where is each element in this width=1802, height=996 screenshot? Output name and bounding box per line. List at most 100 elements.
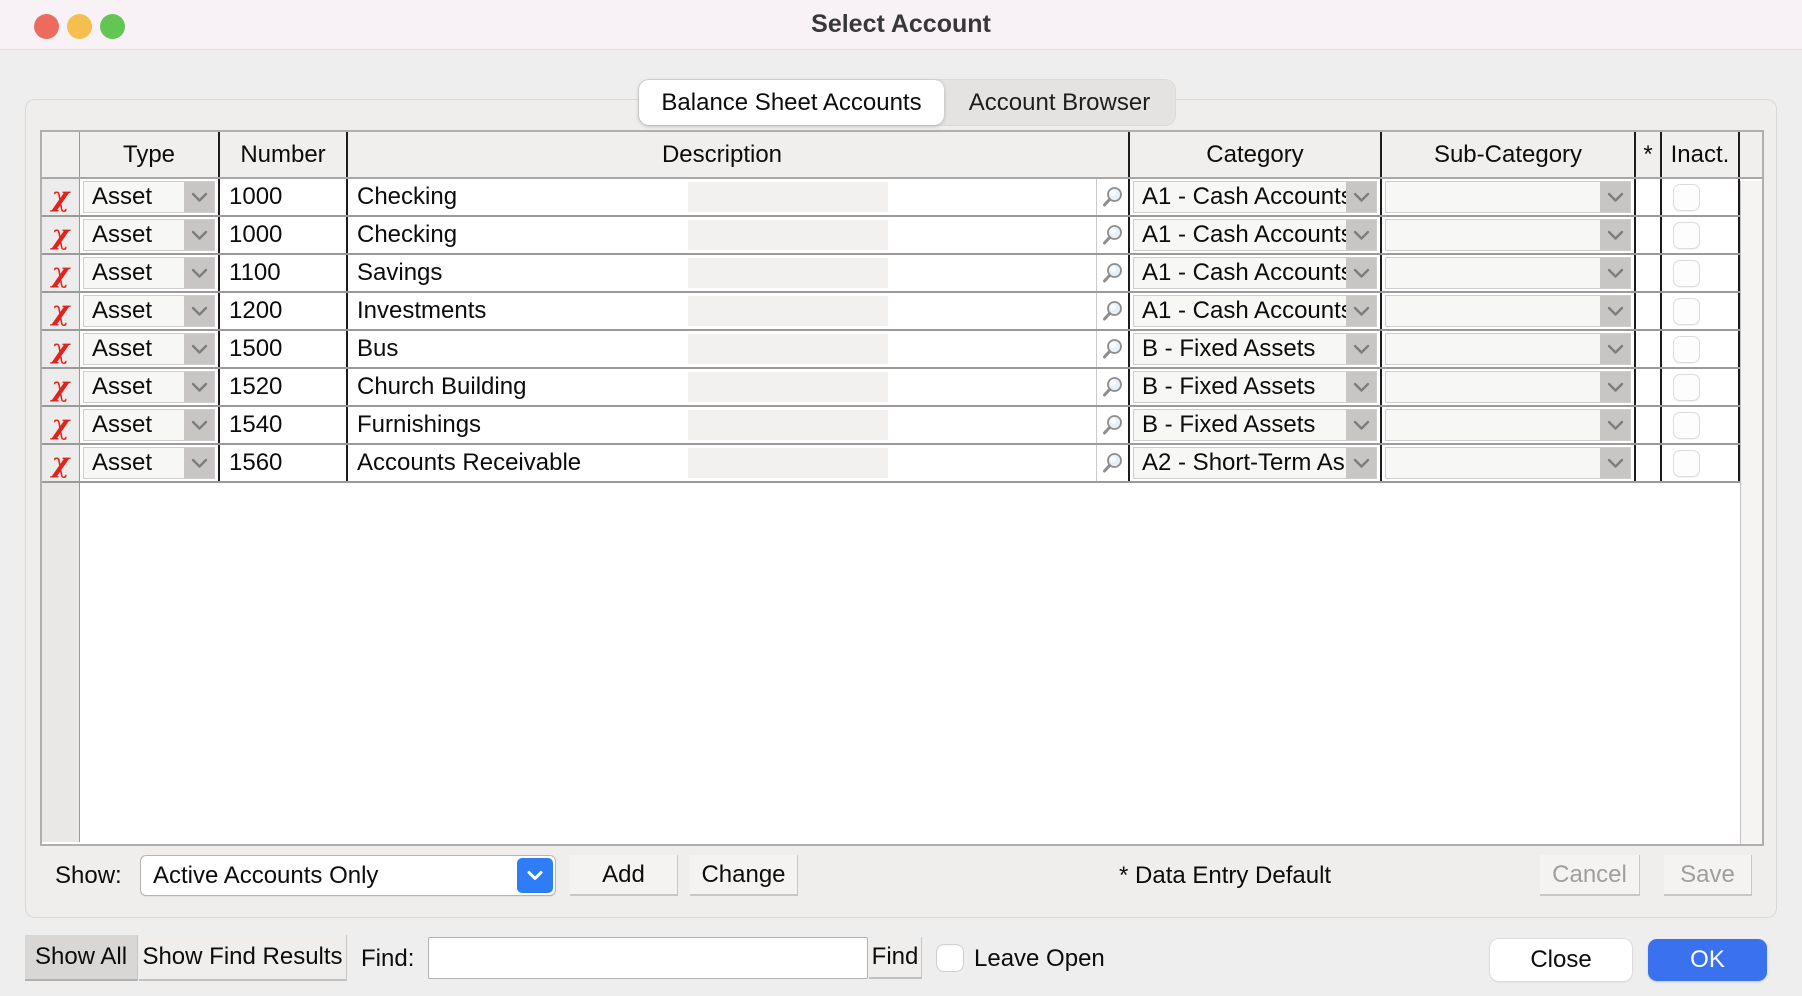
search-icon (1102, 415, 1122, 435)
number-input[interactable]: 1540 (220, 407, 348, 443)
type-dropdown[interactable]: Asset (83, 447, 215, 479)
description-input[interactable]: Church Building (348, 369, 1096, 405)
header-sub-category: Sub-Category (1382, 132, 1636, 177)
find-input[interactable] (428, 937, 868, 979)
category-dropdown[interactable]: A2 - Short-Term As (1133, 447, 1377, 479)
description-subfield (688, 372, 888, 402)
header-type: Type (80, 132, 220, 177)
description-subfield (688, 334, 888, 364)
search-icon (1102, 453, 1122, 473)
category-dropdown[interactable]: B - Fixed Assets (1133, 371, 1377, 403)
inactive-checkbox[interactable] (1673, 373, 1700, 401)
close-button[interactable]: Close (1490, 939, 1632, 981)
close-window-button[interactable] (34, 14, 59, 39)
delete-row-button[interactable]: χ (42, 179, 80, 215)
number-input[interactable]: 1000 (220, 217, 348, 253)
inactive-checkbox[interactable] (1673, 297, 1700, 325)
show-all-button[interactable]: Show All (25, 935, 138, 981)
category-cell: B - Fixed Assets (1130, 369, 1382, 405)
sub-category-dropdown[interactable] (1385, 447, 1631, 479)
type-dropdown[interactable]: Asset (83, 333, 215, 365)
inactive-checkbox[interactable] (1673, 411, 1700, 439)
search-icon (1102, 187, 1122, 207)
type-dropdown[interactable]: Asset (83, 371, 215, 403)
number-input[interactable]: 1560 (220, 445, 348, 481)
chevron-down-icon (1600, 258, 1630, 288)
delete-row-button[interactable]: χ (42, 369, 80, 405)
search-account-button[interactable] (1096, 407, 1130, 443)
sub-category-dropdown[interactable] (1385, 371, 1631, 403)
inactive-checkbox[interactable] (1673, 335, 1700, 363)
category-dropdown[interactable]: A1 - Cash Accounts (1133, 257, 1377, 289)
category-dropdown[interactable]: B - Fixed Assets (1133, 409, 1377, 441)
search-account-button[interactable] (1096, 293, 1130, 329)
sub-category-dropdown[interactable] (1385, 257, 1631, 289)
number-input[interactable]: 1200 (220, 293, 348, 329)
search-account-button[interactable] (1096, 255, 1130, 291)
chevron-down-icon (1346, 410, 1376, 440)
type-dropdown[interactable]: Asset (83, 181, 215, 213)
sub-category-dropdown[interactable] (1385, 333, 1631, 365)
show-find-results-button[interactable]: Show Find Results (139, 935, 347, 981)
category-dropdown[interactable]: A1 - Cash Accounts (1133, 181, 1377, 213)
delete-row-button[interactable]: χ (42, 217, 80, 253)
delete-row-button[interactable]: χ (42, 293, 80, 329)
description-input[interactable]: Investments (348, 293, 1096, 329)
description-input[interactable]: Furnishings (348, 407, 1096, 443)
cancel-button[interactable]: Cancel (1540, 855, 1640, 896)
description-input[interactable]: Checking (348, 179, 1096, 215)
minimize-window-button[interactable] (67, 14, 92, 39)
description-subfield (688, 182, 888, 212)
sub-category-dropdown[interactable] (1385, 409, 1631, 441)
type-dropdown[interactable]: Asset (83, 295, 215, 327)
number-input[interactable]: 1500 (220, 331, 348, 367)
number-input[interactable]: 1000 (220, 179, 348, 215)
vertical-scrollbar[interactable] (1740, 181, 1762, 844)
delete-row-button[interactable]: χ (42, 331, 80, 367)
save-button[interactable]: Save (1664, 855, 1752, 896)
sub-category-dropdown[interactable] (1385, 219, 1631, 251)
category-dropdown[interactable]: A1 - Cash Accounts (1133, 295, 1377, 327)
show-filter-dropdown[interactable]: Active Accounts Only (140, 855, 556, 896)
delete-row-button[interactable]: χ (42, 255, 80, 291)
description-input[interactable]: Bus (348, 331, 1096, 367)
change-button[interactable]: Change (690, 855, 798, 896)
type-dropdown[interactable]: Asset (83, 409, 215, 441)
description-input[interactable]: Checking (348, 217, 1096, 253)
type-dropdown[interactable]: Asset (83, 257, 215, 289)
inactive-checkbox[interactable] (1673, 221, 1700, 249)
default-marker-cell (1636, 407, 1662, 443)
description-input[interactable]: Accounts Receivable (348, 445, 1096, 481)
ok-button[interactable]: OK (1648, 939, 1767, 981)
find-button[interactable]: Find (869, 937, 922, 979)
tab-balance-sheet-accounts[interactable]: Balance Sheet Accounts (639, 80, 944, 125)
description-input[interactable]: Savings (348, 255, 1096, 291)
leave-open-checkbox[interactable] (936, 944, 964, 972)
category-dropdown[interactable]: B - Fixed Assets (1133, 333, 1377, 365)
search-account-button[interactable] (1096, 217, 1130, 253)
sub-category-cell (1382, 369, 1636, 405)
delete-row-button[interactable]: χ (42, 445, 80, 481)
sub-category-dropdown[interactable] (1385, 181, 1631, 213)
category-dropdown[interactable]: A1 - Cash Accounts (1133, 219, 1377, 251)
zoom-window-button[interactable] (100, 14, 125, 39)
search-account-button[interactable] (1096, 331, 1130, 367)
sub-category-dropdown[interactable] (1385, 295, 1631, 327)
search-account-button[interactable] (1096, 445, 1130, 481)
description-subfield (688, 258, 888, 288)
search-account-button[interactable] (1096, 369, 1130, 405)
number-input[interactable]: 1520 (220, 369, 348, 405)
type-dropdown[interactable]: Asset (83, 219, 215, 251)
inactive-checkbox[interactable] (1673, 449, 1700, 477)
number-input[interactable]: 1100 (220, 255, 348, 291)
header-inactive: Inact. (1662, 132, 1740, 177)
search-icon (1102, 301, 1122, 321)
inactive-checkbox[interactable] (1673, 259, 1700, 287)
chevron-down-icon (1600, 220, 1630, 250)
tab-account-browser[interactable]: Account Browser (968, 88, 1151, 116)
category-cell: A1 - Cash Accounts (1130, 179, 1382, 215)
inactive-checkbox[interactable] (1673, 183, 1700, 211)
add-button[interactable]: Add (570, 855, 678, 896)
delete-row-button[interactable]: χ (42, 407, 80, 443)
search-account-button[interactable] (1096, 179, 1130, 215)
